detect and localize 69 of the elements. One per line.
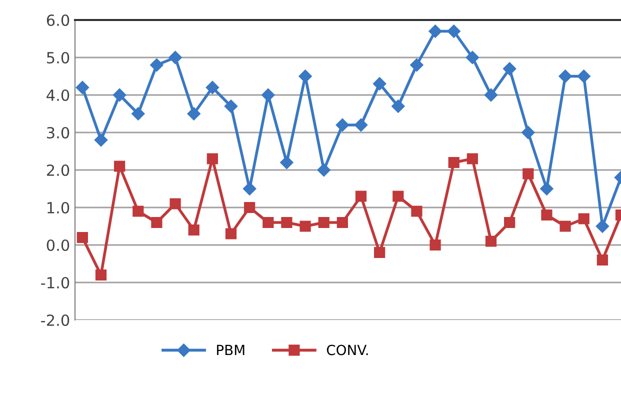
point xyxy=(466,153,478,164)
legend-label: PBM xyxy=(217,344,244,356)
point xyxy=(262,216,274,228)
point xyxy=(541,209,552,221)
point xyxy=(280,156,294,170)
point xyxy=(262,88,275,102)
point xyxy=(112,88,126,102)
point xyxy=(225,228,237,240)
point xyxy=(411,206,422,217)
y-tick-label: 1.0 xyxy=(48,202,70,214)
point xyxy=(150,58,164,72)
y-tick-label: 3.0 xyxy=(47,126,70,139)
point xyxy=(168,50,182,64)
point xyxy=(170,198,181,210)
point xyxy=(504,216,516,228)
point xyxy=(94,133,108,147)
point xyxy=(355,190,367,202)
point xyxy=(558,70,572,83)
y-tick-label: 6.0 xyxy=(46,14,70,26)
point xyxy=(354,118,368,132)
y-tick-label: -1.0 xyxy=(41,276,70,289)
point xyxy=(560,220,571,232)
point xyxy=(281,216,292,228)
point xyxy=(206,80,220,94)
point xyxy=(466,50,480,64)
point xyxy=(336,118,350,132)
point xyxy=(392,190,404,202)
y-tick-label: -2.0 xyxy=(41,314,70,326)
point xyxy=(298,70,312,83)
point xyxy=(540,182,554,196)
point xyxy=(95,269,107,281)
point xyxy=(578,213,590,224)
point xyxy=(244,202,256,214)
point xyxy=(317,163,330,177)
point xyxy=(448,156,460,168)
point xyxy=(187,107,200,120)
point xyxy=(485,236,497,247)
point xyxy=(132,206,144,217)
point xyxy=(522,126,535,140)
point xyxy=(224,100,238,113)
point xyxy=(522,168,534,180)
point xyxy=(76,232,88,244)
point xyxy=(428,24,442,38)
point xyxy=(447,24,460,38)
y-tick-label: 0.0 xyxy=(46,239,70,252)
point xyxy=(596,254,608,266)
point xyxy=(430,239,441,251)
point xyxy=(114,160,126,172)
point xyxy=(132,107,145,120)
point xyxy=(336,216,348,228)
point xyxy=(372,77,386,90)
point xyxy=(188,224,200,236)
point xyxy=(596,220,610,233)
point xyxy=(318,216,330,228)
point xyxy=(242,182,256,196)
point xyxy=(577,70,590,83)
point xyxy=(410,58,424,72)
point xyxy=(392,100,405,113)
point xyxy=(502,62,516,76)
legend-label: CONV. xyxy=(326,344,368,356)
point xyxy=(374,246,386,258)
point xyxy=(76,80,90,94)
y-tick-label: 5.0 xyxy=(47,52,70,64)
point xyxy=(484,88,498,102)
point xyxy=(206,153,218,164)
point xyxy=(151,216,162,228)
point xyxy=(300,220,311,232)
y-tick-label: 2.0 xyxy=(46,164,70,176)
y-tick-label: 4.0 xyxy=(46,89,70,102)
